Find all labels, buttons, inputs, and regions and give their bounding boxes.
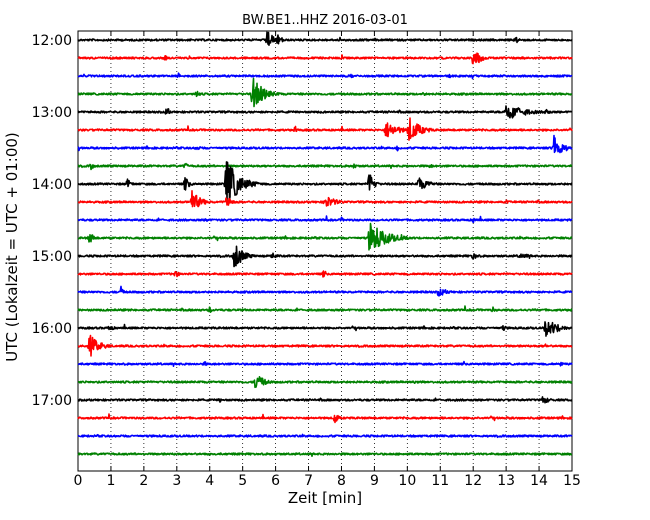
- trace-line: [77, 77, 573, 108]
- x-tick-label: 2: [139, 473, 148, 489]
- x-tick-label: 0: [74, 473, 83, 489]
- trace-line: [77, 162, 573, 171]
- y-tick-label: 15:00: [32, 249, 72, 265]
- y-tick-label: 13:00: [32, 105, 72, 121]
- trace-line: [77, 52, 573, 65]
- trace-line: [77, 452, 573, 457]
- x-tick-label: 9: [370, 473, 379, 489]
- x-tick-label: 12: [464, 473, 482, 489]
- trace-line: [77, 334, 573, 357]
- grid: [110, 31, 540, 471]
- y-tick-label: 14:00: [32, 177, 72, 193]
- trace-line: [77, 413, 573, 424]
- y-tick-label: 17:00: [32, 393, 72, 409]
- x-tick-label: 11: [431, 473, 449, 489]
- x-tick-label: 8: [337, 473, 346, 489]
- x-tick-label: 4: [205, 473, 214, 489]
- trace-line: [77, 285, 573, 297]
- x-tick-label: 1: [106, 473, 115, 489]
- trace-line: [77, 305, 573, 313]
- x-tick-label: 13: [497, 473, 515, 489]
- trace-line: [77, 360, 573, 367]
- x-tick-label: 5: [238, 473, 247, 489]
- trace-line: [77, 376, 573, 389]
- ticks: 0 1 2 3 4 5 6 7 8 9 10 11 12 13 14 1512:0013:0014:0015:…: [32, 31, 581, 489]
- x-tick-label: 10: [398, 473, 416, 489]
- trace-line: [77, 245, 573, 268]
- x-tick-label: 6: [271, 473, 280, 489]
- x-tick-label: 7: [304, 473, 313, 489]
- x-axis-label: Zeit [min]: [288, 489, 362, 507]
- trace-line: [77, 321, 573, 337]
- y-tick-label: 12:00: [32, 33, 72, 49]
- trace-line: [77, 105, 573, 119]
- trace-line: [77, 190, 573, 208]
- x-tick-label: 3: [172, 473, 181, 489]
- x-tick-label: 15: [563, 473, 581, 489]
- x-tick-label: 14: [530, 473, 548, 489]
- trace-line: [77, 215, 573, 223]
- trace-line: [77, 134, 573, 154]
- trace-line: [77, 72, 573, 80]
- trace-line: [77, 396, 573, 404]
- plot-area-frame: [77, 30, 573, 472]
- trace-line: [77, 222, 573, 251]
- trace-line: [77, 433, 573, 439]
- y-axis-label: UTC (Lokalzeit = UTC + 01:00): [3, 132, 21, 362]
- trace-line: [77, 31, 573, 46]
- chart-title: BW.BE1..HHZ 2016-03-01: [242, 13, 408, 28]
- trace-line: [77, 270, 573, 278]
- traces: [77, 31, 573, 457]
- y-tick-label: 16:00: [32, 321, 72, 337]
- trace-line: [77, 161, 573, 202]
- trace-line: [77, 117, 573, 141]
